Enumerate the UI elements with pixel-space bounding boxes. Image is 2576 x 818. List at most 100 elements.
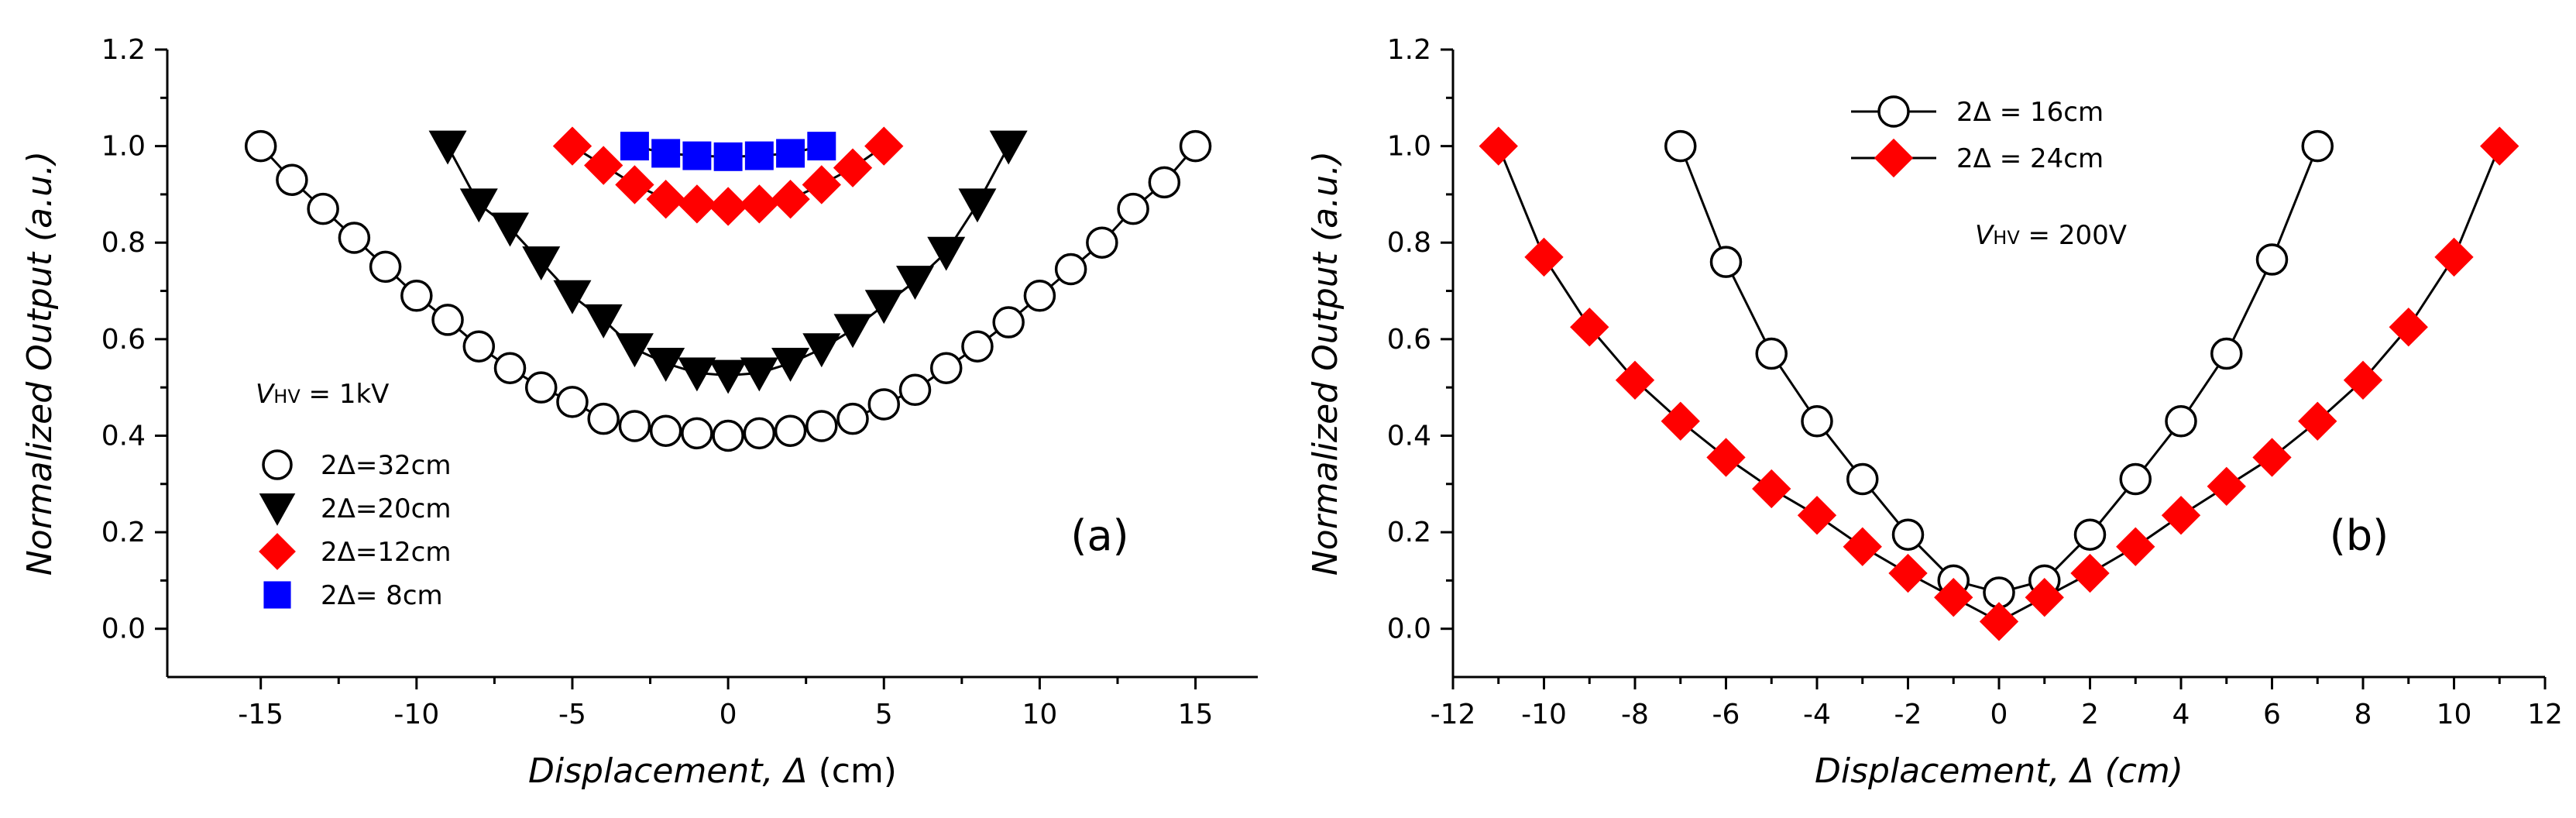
x-axis-title-main: Displacement, Δ (528, 751, 808, 791)
data-point (615, 333, 654, 368)
legend-marker (263, 581, 291, 609)
legend-label: 2Δ=32cm (321, 450, 451, 481)
data-point (1801, 405, 1833, 438)
legend-label: 2Δ=20cm (321, 493, 451, 524)
data-point (647, 348, 685, 382)
x-tick-label: 6 (2263, 699, 2281, 730)
data-point (771, 348, 810, 382)
data-point (774, 414, 807, 447)
x-tick-label: 4 (2172, 699, 2190, 730)
data-point (1755, 337, 1788, 370)
data-point (307, 192, 339, 225)
data-point (1661, 401, 1700, 441)
legend-label: 2Δ= 8cm (321, 580, 443, 611)
data-point (1664, 129, 1697, 163)
data-point (369, 250, 402, 284)
data-point (584, 146, 623, 185)
x-tick-label: -5 (558, 699, 586, 730)
data-point (771, 179, 810, 219)
data-point (1843, 527, 1882, 566)
data-point (491, 212, 530, 247)
data-point (584, 304, 623, 339)
data-point (1086, 226, 1118, 259)
data-point (895, 266, 934, 300)
series-line (1679, 146, 2319, 594)
x-tick-label: 10 (2437, 699, 2472, 730)
legend: VHV = 1kV 2Δ=32cm 2Δ=20cm 2Δ=12cm 2Δ= 8cm (256, 379, 451, 611)
data-point (2389, 308, 2428, 347)
legend-title-var: V (1975, 220, 1995, 251)
series-1 (428, 130, 1028, 394)
y-tick-label: 0.0 (101, 614, 146, 645)
data-point (618, 410, 651, 442)
data-point (708, 187, 748, 226)
data-point (992, 306, 1025, 339)
data-point (2480, 126, 2519, 166)
data-point (431, 304, 464, 336)
x-axis-title: Displacement, Δ (cm) (528, 751, 897, 791)
data-point (2255, 243, 2289, 276)
data-point (2116, 527, 2155, 566)
data-point (681, 417, 713, 450)
data-point (428, 130, 467, 165)
data-point (1117, 192, 1149, 225)
legend-marker (262, 449, 293, 480)
data-point (958, 188, 997, 223)
data-point (740, 357, 778, 392)
data-point (646, 179, 685, 219)
panel-label: (b) (2330, 511, 2389, 560)
y-tick-label: 0.6 (101, 324, 146, 356)
legend-title: VHV = 1kV (256, 379, 389, 410)
y-tick-label: 0.8 (1387, 227, 1431, 259)
series-0 (244, 129, 1212, 452)
data-point (802, 333, 841, 368)
data-point (2207, 466, 2246, 507)
series-2 (552, 126, 904, 226)
data-point (1891, 518, 1925, 551)
chart-panel-a: -15 -10 -5 0 5 10 15 0.0 0.2 0.4 0.6 0.8 1.0 1.2 Displ… (20, 34, 1258, 791)
x-axis-title-main: Displacement, Δ (cm) (1815, 751, 2183, 791)
data-point (1148, 166, 1181, 199)
data-point (807, 132, 836, 161)
y-axis-title: Normalized Output (a.u.) (20, 151, 60, 576)
data-point (1846, 462, 1879, 496)
x-tick-label: -10 (393, 699, 439, 730)
x-tick-label: -10 (1521, 699, 1567, 730)
panel-label: (a) (1070, 511, 1128, 560)
data-point (1054, 253, 1087, 286)
data-point (2165, 405, 2197, 438)
data-point (338, 222, 371, 254)
x-tick-label: 12 (2527, 699, 2563, 730)
x-axis-title-unit: (cm) (808, 751, 897, 791)
data-point (2161, 496, 2201, 535)
data-point (1797, 496, 1837, 535)
x-tick-label: -4 (1803, 699, 1831, 730)
data-point (864, 290, 903, 325)
data-point (553, 280, 592, 314)
data-point (1179, 129, 1212, 163)
legend-marker (1877, 95, 1910, 128)
data-point (2070, 553, 2110, 593)
legend-title-value: = 200V (2020, 220, 2127, 251)
x-tick-label: 15 (1178, 699, 1214, 730)
data-point (1888, 553, 1928, 593)
data-point (898, 373, 932, 407)
data-point (244, 129, 277, 163)
data-point (682, 141, 712, 170)
x-tick-label: 5 (875, 699, 893, 730)
legend-title-var: V (256, 379, 276, 410)
data-point (1479, 126, 1518, 166)
data-point (961, 330, 994, 363)
data-point (1524, 237, 1564, 277)
data-point (459, 188, 498, 223)
x-tick-label: -6 (1712, 699, 1740, 730)
data-point (713, 142, 743, 171)
chart-panel-b: -12 -10 -8 -6 -4 -2 0 2 4 6 8 10 12 0.0 0.2 0.4 0.6 0.8 1.… (1306, 34, 2563, 791)
data-point (678, 357, 716, 392)
data-point (651, 139, 681, 168)
data-point (867, 388, 901, 421)
data-point (1706, 438, 1746, 477)
legend-marker (259, 493, 296, 526)
